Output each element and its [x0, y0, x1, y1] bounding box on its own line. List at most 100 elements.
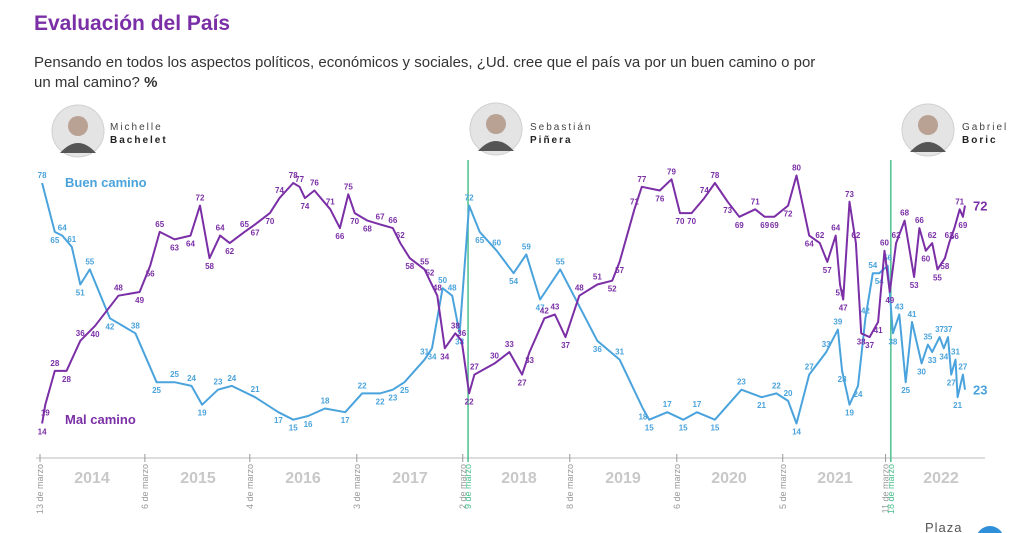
value-label: 48 — [433, 284, 442, 293]
value-label: 56 — [146, 270, 155, 279]
year-label: 2021 — [817, 470, 853, 487]
value-label: 64 — [805, 240, 814, 249]
value-label: 20 — [784, 389, 793, 398]
date-label: 5 de marzo — [778, 464, 788, 509]
value-label: 35 — [923, 333, 932, 342]
value-label: 51 — [836, 288, 845, 297]
value-label: 19 — [41, 409, 50, 418]
value-label: 58 — [205, 262, 214, 271]
date-label: 13 de marzo — [35, 464, 45, 514]
value-label: 24 — [854, 390, 863, 399]
value-label: 27 — [470, 363, 479, 372]
series-line — [41, 174, 966, 424]
value-label: 78 — [289, 171, 298, 180]
value-label: 34 — [440, 352, 449, 361]
president-last-name: Boric — [962, 135, 998, 146]
value-label: 21 — [251, 385, 260, 394]
value-label: 15 — [645, 424, 654, 433]
value-label: 68 — [900, 209, 909, 218]
value-label: 77 — [295, 175, 304, 184]
value-label: 79 — [667, 167, 676, 176]
value-label: 56 — [883, 254, 892, 263]
value-label: 57 — [615, 266, 624, 275]
value-label: 49 — [135, 296, 144, 305]
value-label: 75 — [344, 182, 353, 191]
value-label: 67 — [376, 212, 385, 221]
value-label: 74 — [300, 202, 309, 211]
value-label: 47 — [839, 304, 848, 313]
value-label: 28 — [62, 375, 71, 384]
value-label: 62 — [815, 231, 824, 240]
value-label: 48 — [114, 284, 123, 293]
value-label: 38 — [888, 337, 897, 346]
value-label: 59 — [522, 242, 531, 251]
value-label: 38 — [455, 337, 464, 346]
avatar-head — [68, 116, 88, 136]
legend-label: Buen camino — [65, 175, 147, 190]
value-label: 72 — [784, 210, 793, 219]
value-label: 18 — [638, 412, 647, 421]
value-label: 18 — [321, 396, 330, 405]
value-label: 39 — [833, 318, 842, 327]
value-label: 23 — [388, 394, 397, 403]
president-first-name: Michelle — [110, 122, 163, 133]
value-label: 53 — [910, 281, 919, 290]
value-label: 65 — [50, 236, 59, 245]
value-label: 27 — [947, 379, 956, 388]
year-label: 2019 — [605, 470, 641, 487]
value-label: 31 — [420, 348, 429, 357]
value-label: 28 — [838, 375, 847, 384]
value-label: 30 — [917, 367, 926, 376]
value-label: 37 — [865, 341, 874, 350]
value-label: 62 — [928, 231, 937, 240]
value-label: 69 — [760, 221, 769, 230]
value-label: 66 — [915, 216, 924, 225]
value-label: 62 — [396, 231, 405, 240]
value-label: 64 — [58, 224, 67, 233]
value-label: 17 — [692, 400, 701, 409]
value-label: 36 — [593, 345, 602, 354]
value-label: 66 — [335, 232, 344, 241]
value-label: 43 — [895, 303, 904, 312]
value-label: 22 — [358, 381, 367, 390]
value-label: 41 — [874, 326, 883, 335]
value-label: 31 — [615, 348, 624, 357]
series-line — [41, 182, 966, 425]
year-label: 2022 — [923, 470, 959, 487]
value-label: 22 — [772, 381, 781, 390]
president-last-name: Bachelet — [110, 135, 168, 146]
value-label: 69 — [958, 221, 967, 230]
value-label: 64 — [216, 224, 225, 233]
value-label: 34 — [939, 352, 948, 361]
value-label: 48 — [575, 284, 584, 293]
value-label: 24 — [227, 374, 236, 383]
value-label: 67 — [251, 228, 260, 237]
value-label: 76 — [655, 195, 664, 204]
value-label: 72 — [465, 194, 474, 203]
value-label: 55 — [556, 257, 565, 266]
value-label: 71 — [955, 197, 964, 206]
value-label: 70 — [687, 217, 696, 226]
value-label: 31 — [951, 348, 960, 357]
value-label: 62 — [945, 231, 954, 240]
value-label: 38 — [451, 321, 460, 330]
value-label: 72 — [196, 194, 205, 203]
value-label: 36 — [457, 329, 466, 338]
value-label: 23 — [737, 378, 746, 387]
value-label: 68 — [363, 225, 372, 234]
value-label: 40 — [91, 330, 100, 339]
date-label: 6 de marzo — [140, 464, 150, 509]
value-label: 22 — [465, 397, 474, 406]
value-label: 37 — [561, 341, 570, 350]
chart-subtitle: Pensando en todos los aspectos políticos… — [34, 53, 834, 93]
value-label: 14 — [38, 427, 47, 436]
value-label: 63 — [170, 243, 179, 252]
value-label: 24 — [187, 374, 196, 383]
value-label: 25 — [901, 386, 910, 395]
year-label: 2018 — [501, 470, 537, 487]
value-label: 51 — [593, 272, 602, 281]
year-label: 2020 — [711, 470, 747, 487]
date-label: 11 de marzo — [881, 464, 891, 513]
end-value-label: 23 — [973, 383, 987, 398]
